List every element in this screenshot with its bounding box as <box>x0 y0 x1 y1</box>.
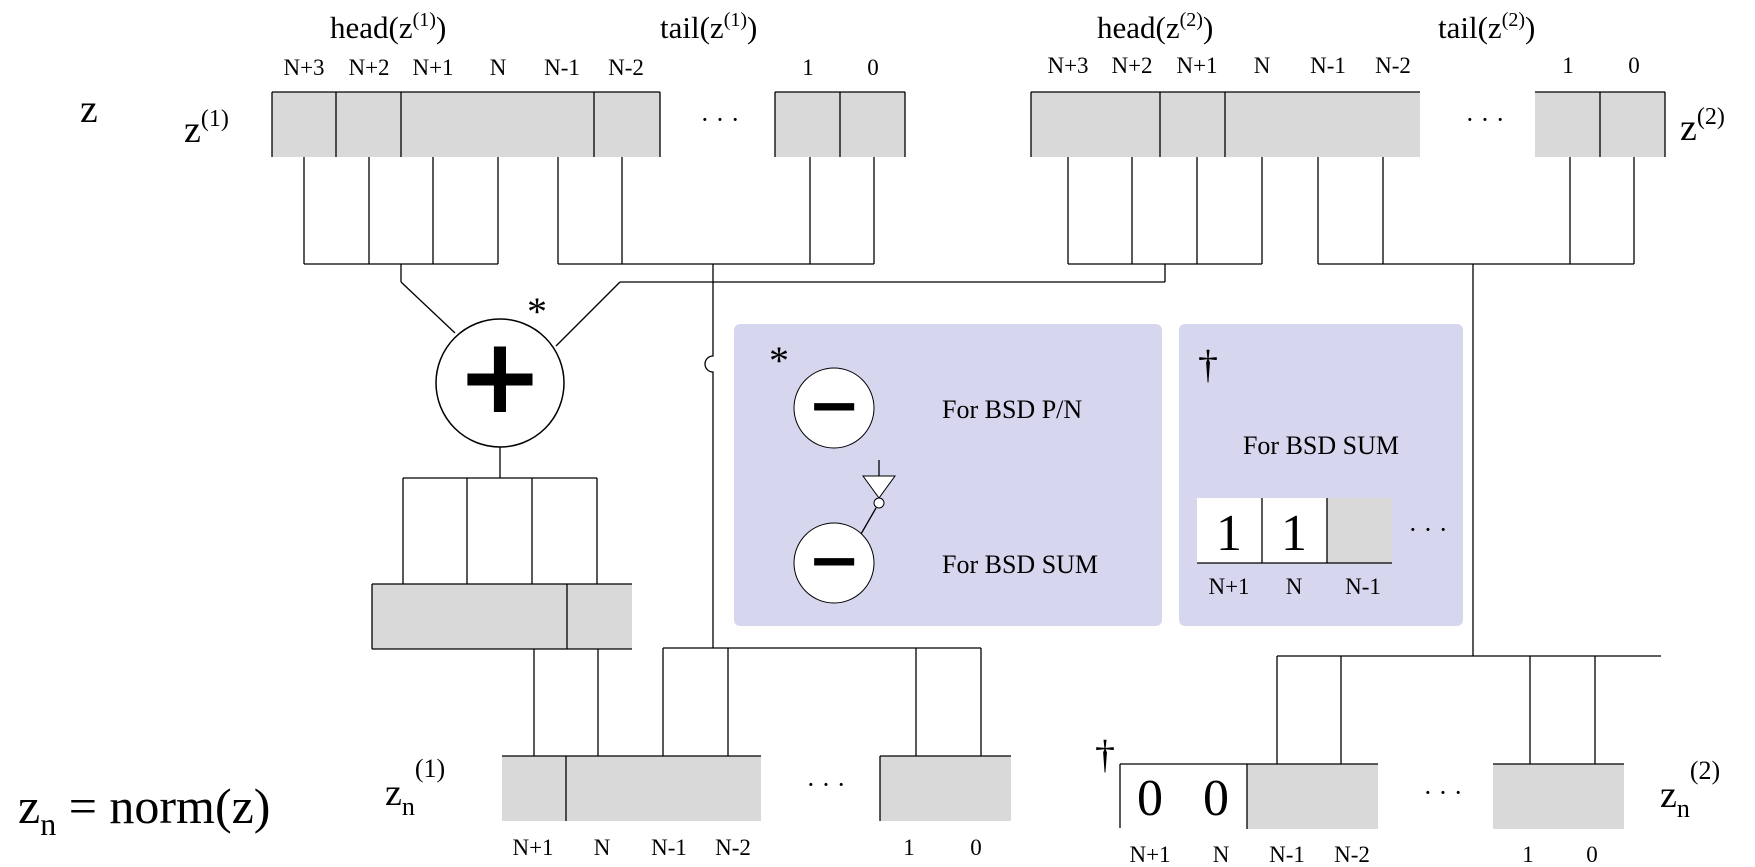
star-mark: * <box>769 338 789 383</box>
index-label: 0 <box>1586 842 1598 867</box>
index-label: N <box>1213 842 1230 867</box>
index-label: N+1 <box>1129 842 1170 867</box>
zn2-bottom-indices: N+1 N N-1 N-2 1 0 <box>1129 842 1597 867</box>
index-label: N-1 <box>1345 574 1381 599</box>
minus-icon: − <box>807 524 861 598</box>
tail-z2-label: tail(z(2)) <box>1438 9 1535 45</box>
index-label: N+1 <box>512 835 553 860</box>
index-label: N-1 <box>1310 53 1346 78</box>
head-z2-label: head(z(2)) <box>1097 9 1213 45</box>
index-label: 1 <box>903 835 915 860</box>
adder-output-wires <box>402 447 598 584</box>
index-label: N+1 <box>1208 574 1249 599</box>
zn2-wires <box>1276 655 1661 764</box>
index-label: N-2 <box>608 55 644 80</box>
index-label: N+1 <box>1176 53 1217 78</box>
star-mark: * <box>527 289 547 334</box>
index-label: N <box>490 55 507 80</box>
ellipsis: · · · <box>807 770 846 799</box>
legend-dagger-panel: † For BSD SUM 1 1 · · · N+1 N N-1 <box>1179 324 1463 626</box>
zn1-wires <box>533 647 982 756</box>
z2-wires <box>555 157 1635 656</box>
index-label: N-2 <box>1375 53 1411 78</box>
digit: 1 <box>1281 505 1307 562</box>
ellipsis: · · · <box>1424 778 1463 807</box>
zn2-register: 0 0 <box>1119 763 1624 829</box>
z2-label: z(2) <box>1680 104 1725 149</box>
legend-star-line1: For BSD P/N <box>942 395 1082 424</box>
digit: 1 <box>1216 505 1242 562</box>
index-label: N <box>594 835 611 860</box>
index-label: N+3 <box>283 55 324 80</box>
ellipsis: · · · <box>701 105 740 134</box>
index-label: N+2 <box>348 55 389 80</box>
plus-icon: + <box>456 315 543 437</box>
zn2-label: zn(2) <box>1660 756 1720 823</box>
zn1-register <box>502 755 1011 821</box>
dagger-mark: † <box>1095 732 1115 777</box>
dagger-mark: † <box>1198 342 1218 387</box>
digit: 0 <box>1203 770 1229 827</box>
head-z1-label: head(z(1)) <box>330 9 446 45</box>
z-label: z <box>80 86 98 131</box>
index-label: N+1 <box>412 55 453 80</box>
norm-equation: zn = norm(z) <box>18 778 270 842</box>
index-label: N+3 <box>1047 53 1088 78</box>
tail-z1-label: tail(z(1)) <box>660 9 757 45</box>
index-label: 1 <box>1562 53 1574 78</box>
index-label: N+2 <box>1111 53 1152 78</box>
minus-icon: − <box>807 369 861 443</box>
index-label: N-1 <box>544 55 580 80</box>
zn1-label: zn(1) <box>385 754 445 821</box>
legend-star-panel: * − For BSD P/N − For BSD SUM <box>734 324 1162 626</box>
legend-star-line2: For BSD SUM <box>942 550 1098 579</box>
index-label: N-1 <box>1269 842 1305 867</box>
digit: 0 <box>1137 770 1163 827</box>
index-label: 0 <box>970 835 982 860</box>
zn1-bottom-indices: N+1 N N-1 N-2 1 0 <box>512 835 981 860</box>
z1-label: z(1) <box>184 106 229 151</box>
z1-register <box>271 91 906 157</box>
z1-top-indices: N+3 N+2 N+1 N N-1 N-2 1 0 <box>283 55 878 80</box>
index-label: N <box>1254 53 1271 78</box>
legend-dagger-line1: For BSD SUM <box>1243 431 1399 460</box>
index-label: 1 <box>802 55 814 80</box>
index-label: 0 <box>1628 53 1640 78</box>
z1-wires <box>303 157 875 648</box>
z2-top-indices: N+3 N+2 N+1 N N-1 N-2 1 0 <box>1047 53 1639 78</box>
index-label: N-2 <box>715 835 751 860</box>
index-label: N-2 <box>1334 842 1370 867</box>
index-label: N-1 <box>651 835 687 860</box>
index-label: 1 <box>1522 842 1534 867</box>
index-label: 0 <box>867 55 879 80</box>
ellipsis: · · · <box>1466 105 1505 134</box>
z2-register <box>1030 91 1666 157</box>
ellipsis: · · · <box>1409 515 1448 544</box>
carry-register <box>371 583 632 650</box>
index-label: N <box>1286 574 1303 599</box>
adder: + <box>435 315 565 448</box>
